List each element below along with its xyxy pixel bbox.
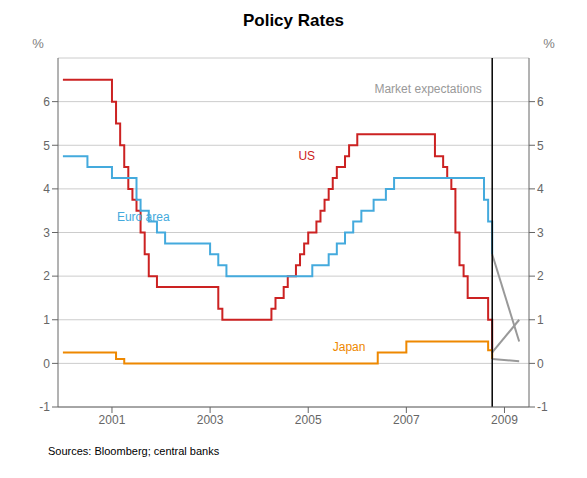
svg-text:US: US: [298, 149, 315, 163]
svg-text:5: 5: [537, 139, 544, 153]
svg-text:2003: 2003: [197, 413, 224, 427]
svg-text:-1: -1: [537, 400, 548, 414]
svg-text:2001: 2001: [99, 413, 126, 427]
html-text:Sources: Bloomberg; central ba: Sources: Bloomberg; central banks: [48, 445, 220, 457]
svg-text:2005: 2005: [295, 413, 322, 427]
svg-text:%: %: [543, 36, 555, 51]
svg-text:Japan: Japan: [333, 340, 366, 354]
svg-text:4: 4: [43, 182, 50, 196]
svg-text:%: %: [32, 36, 44, 51]
svg-text:5: 5: [43, 139, 50, 153]
html-text:Policy Rates: Policy Rates: [242, 11, 344, 30]
svg-text:2007: 2007: [393, 413, 420, 427]
svg-text:2: 2: [537, 269, 544, 283]
svg-text:6: 6: [537, 95, 544, 109]
svg-text:4: 4: [537, 182, 544, 196]
svg-text:Euro area: Euro area: [117, 210, 170, 224]
svg-text:3: 3: [537, 226, 544, 240]
svg-text:1: 1: [43, 313, 50, 327]
svg-text:0: 0: [43, 357, 50, 371]
svg-text:2: 2: [43, 269, 50, 283]
svg-text:0: 0: [537, 357, 544, 371]
svg-text:Market expectations: Market expectations: [374, 82, 481, 96]
svg-text:6: 6: [43, 95, 50, 109]
svg-text:1: 1: [537, 313, 544, 327]
svg-text:-1: -1: [39, 400, 50, 414]
svg-text:3: 3: [43, 226, 50, 240]
svg-text:2009: 2009: [491, 413, 518, 427]
